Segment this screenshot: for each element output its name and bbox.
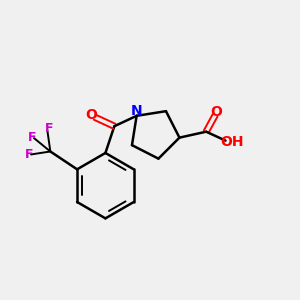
Text: F: F bbox=[45, 122, 53, 135]
Text: F: F bbox=[28, 131, 37, 144]
Text: N: N bbox=[131, 104, 142, 118]
Text: O: O bbox=[85, 108, 98, 122]
Text: F: F bbox=[25, 148, 33, 161]
Text: O: O bbox=[211, 105, 223, 119]
Text: OH: OH bbox=[220, 135, 244, 149]
